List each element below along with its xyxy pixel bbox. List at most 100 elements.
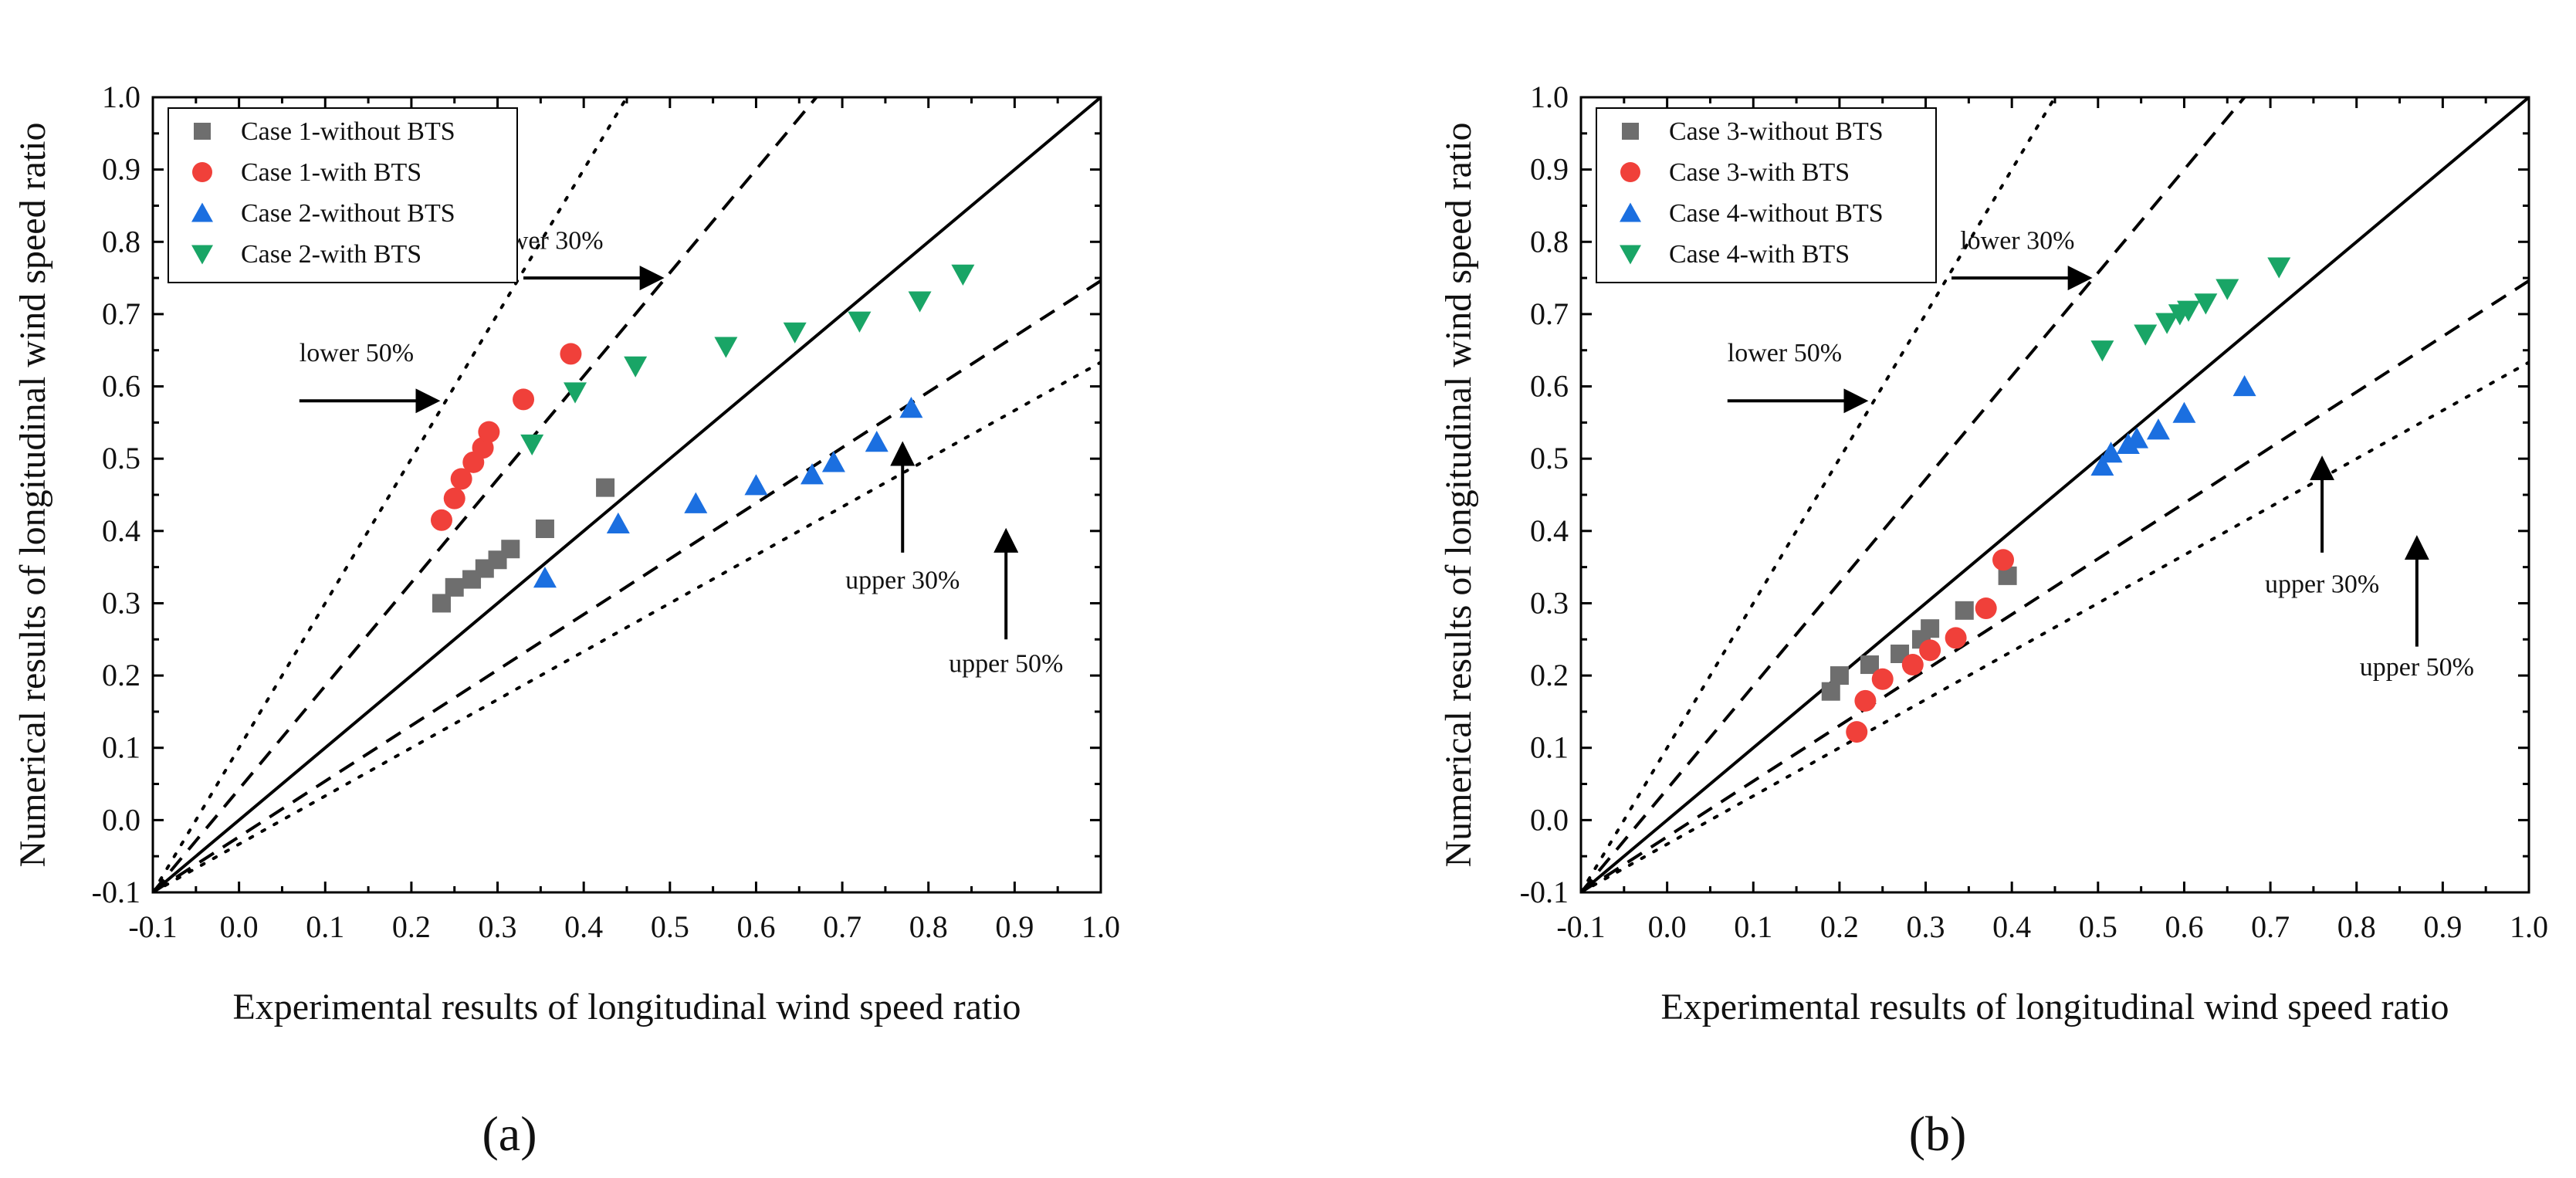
data-point <box>443 487 465 509</box>
data-points <box>1821 257 2291 743</box>
data-point <box>596 478 615 497</box>
y-tick-label: 0.9 <box>102 152 140 187</box>
annotation-label: lower 30% <box>1960 227 2074 256</box>
data-point <box>1901 654 1924 676</box>
y-tick-label: 0.5 <box>1530 441 1569 476</box>
data-point <box>1992 549 2015 571</box>
annotation-label: upper 50% <box>2360 653 2474 682</box>
legend: Case 1-without BTS Case 1-with BTS Case 2-… <box>168 107 518 283</box>
data-point <box>1871 668 1894 690</box>
reference-lines <box>153 97 1101 892</box>
data-point <box>1919 639 1941 662</box>
y-axis: -0.1 0.0 0.1 0.2 0.3 0.4 0.5 0.6 0.7 0.8 0.9 1.0 <box>92 80 1101 909</box>
data-point <box>2267 257 2291 279</box>
x-tick-label: 0.7 <box>2251 909 2290 944</box>
legend-box <box>168 107 518 283</box>
legend-label: Case 4-without BTS <box>1669 199 1884 228</box>
y-tick-label: 0.0 <box>1530 802 1569 837</box>
data-point <box>1945 627 1967 649</box>
data-point <box>535 520 554 539</box>
x-tick-label: 0.9 <box>995 909 1034 944</box>
legend-label: Case 1-with BTS <box>241 158 421 187</box>
annotation-label: lower 50% <box>1728 339 1842 367</box>
data-point <box>445 577 464 597</box>
data-point <box>2194 293 2218 315</box>
data-point <box>1854 689 1877 712</box>
data-point <box>801 463 824 485</box>
legend-box <box>1596 107 1937 283</box>
annotations: lower 30% lower 50% upper 30% upper 50% <box>1727 227 2474 682</box>
data-point <box>2177 300 2201 322</box>
y-tick-label: 1.0 <box>102 80 140 114</box>
y-tick-label: -0.1 <box>92 875 140 909</box>
x-tick-label: 0.8 <box>909 909 948 944</box>
x-tick-label: 0.2 <box>392 909 431 944</box>
legend-marker <box>1620 202 1641 222</box>
data-point <box>1846 721 1868 743</box>
data-point <box>2134 324 2158 346</box>
y-tick-label: 0.1 <box>102 730 140 765</box>
data-point <box>848 311 872 333</box>
y-axis-title: Numerical results of longitudinal wind s… <box>1438 122 1479 867</box>
data-point <box>432 594 451 613</box>
x-tick-label: 0.9 <box>2423 909 2462 944</box>
data-point <box>478 421 500 443</box>
y-tick-label: 0.8 <box>1530 224 1569 259</box>
x-tick-label: 1.0 <box>2510 909 2548 944</box>
data-point <box>564 382 587 404</box>
panel-label: (b) <box>1909 1106 1967 1161</box>
data-point <box>1821 682 1840 701</box>
y-tick-label: 0.7 <box>102 296 140 331</box>
legend-label: Case 4-with BTS <box>1669 240 1850 269</box>
reference-line-solid <box>1581 97 2529 892</box>
x-tick-label: 0.6 <box>2165 909 2203 944</box>
reference-line-dashed <box>153 279 1101 892</box>
y-tick-label: 0.8 <box>102 224 140 259</box>
y-tick-label: 0.2 <box>1530 658 1569 692</box>
x-axis-title: Experimental results of longitudinal win… <box>232 987 1021 1027</box>
y-tick-label: 0.7 <box>1530 296 1569 331</box>
data-point <box>2099 442 2123 463</box>
x-tick-label: 0.0 <box>220 909 259 944</box>
reference-line-dashed <box>1581 279 2529 892</box>
data-point <box>520 434 544 456</box>
x-tick-label: 0.3 <box>479 909 517 944</box>
data-point <box>560 343 582 365</box>
data-point <box>2146 418 2170 440</box>
data-point <box>430 509 452 531</box>
legend-marker <box>1620 245 1641 265</box>
reference-line-dotted <box>153 97 629 892</box>
data-point <box>821 451 845 472</box>
legend-marker <box>194 123 211 140</box>
data-point <box>714 337 738 358</box>
x-tick-label: 0.4 <box>1992 909 2031 944</box>
y-axis: -0.1 0.0 0.1 0.2 0.3 0.4 0.5 0.6 0.7 0.8 0.9 1.0 <box>1520 80 2529 909</box>
x-tick-label: 0.2 <box>1820 909 1859 944</box>
legend-label: Case 3-with BTS <box>1669 158 1850 187</box>
x-tick-label: 0.5 <box>2079 909 2117 944</box>
annotation-label: upper 50% <box>949 649 1063 678</box>
data-point <box>908 291 932 313</box>
data-point <box>951 264 975 286</box>
data-point <box>684 492 708 513</box>
reference-line-solid <box>153 97 1101 892</box>
x-axis-title: Experimental results of longitudinal win… <box>1660 987 2449 1027</box>
x-tick-label: 0.0 <box>1648 909 1687 944</box>
y-tick-label: -0.1 <box>1520 875 1569 909</box>
y-tick-label: 0.5 <box>102 441 140 476</box>
data-point <box>744 474 768 496</box>
data-point <box>899 397 923 418</box>
data-point <box>783 322 807 344</box>
y-tick-label: 0.9 <box>1530 152 1569 187</box>
data-point <box>1830 666 1849 685</box>
y-tick-label: 0.0 <box>102 802 140 837</box>
x-tick-label: 0.5 <box>651 909 689 944</box>
data-point <box>2125 427 2149 449</box>
x-tick-label: 0.1 <box>1734 909 1772 944</box>
x-axis: -0.1 0.0 0.1 0.2 0.3 0.4 0.5 0.6 0.7 0.8 0.9 1.0 <box>128 97 1120 944</box>
y-axis-title: Numerical results of longitudinal wind s… <box>12 122 53 867</box>
legend-label: Case 1-without BTS <box>241 117 455 146</box>
y-tick-label: 0.1 <box>1530 730 1569 765</box>
x-tick-label: 0.8 <box>2337 909 2376 944</box>
x-axis: -0.1 0.0 0.1 0.2 0.3 0.4 0.5 0.6 0.7 0.8 0.9 1.0 <box>1556 97 2548 944</box>
